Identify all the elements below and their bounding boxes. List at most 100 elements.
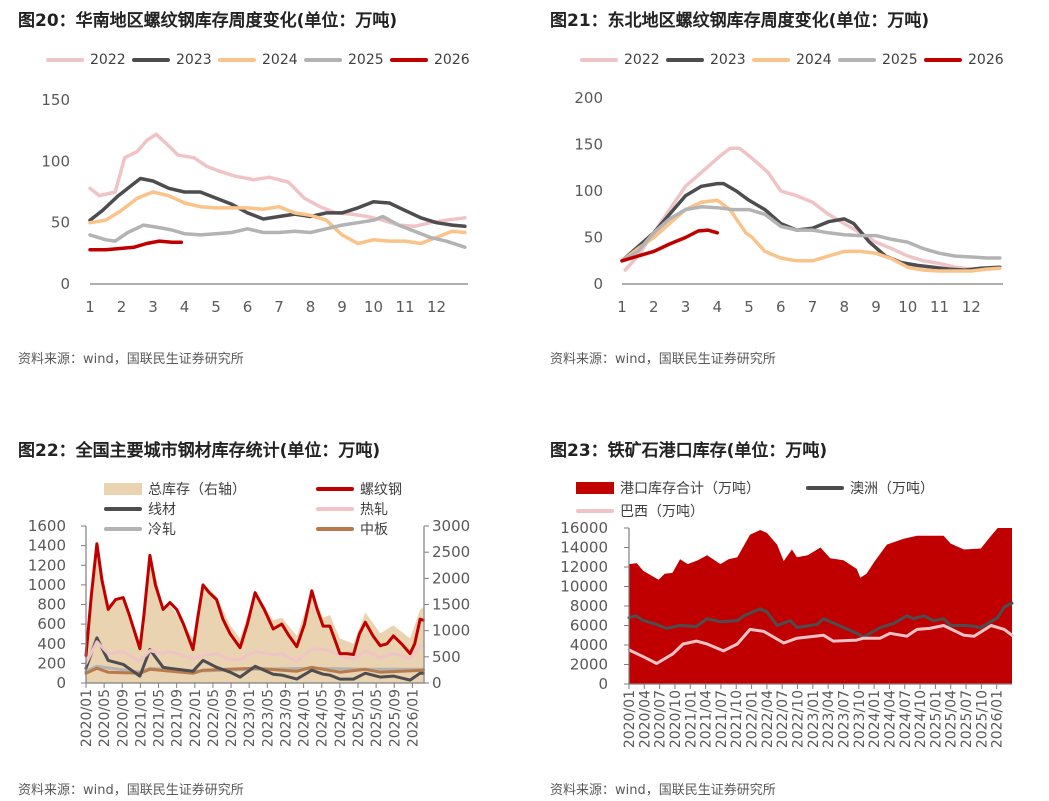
x-tick-label: 2020/04 <box>637 690 653 748</box>
legend-label: 2022 <box>624 52 660 68</box>
series-line-2024 <box>620 198 1002 273</box>
x-tick-label: 2025/07 <box>959 690 975 748</box>
y-tick-label: 4000 <box>570 636 608 654</box>
legend-item: 螺纹钢 <box>316 479 402 499</box>
legend-label: 2026 <box>968 52 1004 68</box>
y-tick-label: 12000 <box>560 558 608 576</box>
x-tick-label: 2022/05 <box>206 689 222 747</box>
legend-item: 2024 <box>752 52 832 68</box>
y-tick-label: 200 <box>37 654 66 672</box>
chart22-source: 资料来源：wind，国联民生证券研究所 <box>18 783 244 798</box>
x-tick-label: 8 <box>839 298 849 316</box>
x-tick-label: 2021/01 <box>133 689 149 747</box>
y-tick-label: 8000 <box>570 597 608 615</box>
x-tick-label: 2020/09 <box>115 689 131 747</box>
right-y-tick-label: 0 <box>432 674 442 692</box>
y-tick-label: 0 <box>60 275 70 293</box>
legend-item: 总库存（右轴） <box>104 479 246 499</box>
x-tick-label: 2022/09 <box>224 689 240 747</box>
chart21-source: 资料来源：wind，国联民生证券研究所 <box>550 352 776 367</box>
legend-swatch <box>580 58 618 62</box>
legend-label: 螺纹钢 <box>360 482 402 498</box>
y-tick-label: 100 <box>574 182 603 200</box>
x-tick-label: 2020/01 <box>622 690 638 748</box>
x-tick-label: 4 <box>712 298 722 316</box>
legend-label: 澳洲（万吨） <box>850 481 934 497</box>
x-tick-label: 2023/09 <box>278 689 294 747</box>
x-tick-label: 11 <box>930 298 949 316</box>
legend-swatch <box>576 482 614 494</box>
series-line-螺纹钢 <box>84 542 425 657</box>
series-area-总库存（右轴） <box>86 541 424 683</box>
legend-item: 巴西（万吨） <box>576 501 704 521</box>
x-tick-label: 6 <box>776 298 786 316</box>
y-tick-label: 400 <box>37 635 66 653</box>
legend-item: 2023 <box>132 52 212 68</box>
x-tick-label: 2024/05 <box>315 689 331 747</box>
y-tick-label: 10000 <box>560 578 608 596</box>
legend-swatch <box>218 58 256 62</box>
y-tick-label: 0 <box>598 675 608 693</box>
series-line-2025 <box>620 205 1002 263</box>
x-tick-label: 2022/04 <box>760 690 776 748</box>
legend-swatch <box>666 58 704 62</box>
x-tick-label: 3 <box>681 298 691 316</box>
legend-item: 中板 <box>316 519 388 539</box>
legend-item: 冷轧 <box>104 519 176 539</box>
x-tick-label: 2020/07 <box>653 690 669 748</box>
chart22-title: 图22：全国主要城市钢材库存统计(单位：万吨) <box>18 441 381 461</box>
x-tick-label: 2 <box>649 298 659 316</box>
y-tick-label: 1000 <box>28 576 66 594</box>
x-tick-label: 2024/01 <box>297 689 313 747</box>
right-y-tick-label: 1500 <box>432 596 470 614</box>
y-tick-label: 200 <box>574 89 603 107</box>
series-line-中板 <box>84 665 425 675</box>
legend-swatch <box>316 507 354 511</box>
x-tick-label: 2021/07 <box>714 690 730 748</box>
right-y-tick-label: 2500 <box>432 543 470 561</box>
legend-label: 巴西（万吨） <box>620 504 704 520</box>
x-tick-label: 2022/01 <box>188 689 204 747</box>
series-line-2025 <box>88 214 467 249</box>
series-line-2026 <box>620 228 720 263</box>
legend-swatch <box>576 509 614 513</box>
x-tick-label: 12 <box>962 298 981 316</box>
right-y-tick-label: 2000 <box>432 569 470 587</box>
x-tick-label: 12 <box>427 298 446 316</box>
legend-swatch <box>304 58 342 62</box>
x-tick-label: 2023/10 <box>852 690 868 748</box>
legend-swatch <box>132 58 170 62</box>
legend-item: 2025 <box>838 52 918 68</box>
y-tick-label: 14000 <box>560 539 608 557</box>
x-tick-label: 10 <box>364 298 383 316</box>
legend-swatch <box>390 58 428 62</box>
legend-label: 2025 <box>882 52 918 68</box>
legend-item: 线材 <box>104 499 176 519</box>
x-tick-label: 2026/01 <box>990 690 1006 748</box>
x-tick-label: 2025/09 <box>387 689 403 747</box>
x-tick-label: 2021/01 <box>683 690 699 748</box>
x-tick-label: 5 <box>211 298 221 316</box>
x-tick-label: 6 <box>243 298 253 316</box>
x-tick-label: 2025/01 <box>928 690 944 748</box>
x-tick-label: 2022/07 <box>775 690 791 748</box>
legend-label: 2023 <box>710 52 746 68</box>
chart21-title: 图21：东北地区螺纹钢库存周度变化(单位：万吨) <box>550 11 930 31</box>
x-tick-label: 2023/07 <box>836 690 852 748</box>
right-y-tick-label: 3000 <box>432 517 470 535</box>
legend-label: 总库存（右轴） <box>148 482 246 498</box>
series-area-港口库存合计（万吨） <box>629 528 1012 684</box>
series-line-2023 <box>88 176 467 229</box>
legend-item: 热轧 <box>316 499 388 519</box>
x-tick-label: 3 <box>148 298 158 316</box>
legend-label: 港口库存合计（万吨） <box>620 481 760 497</box>
x-tick-label: 2025/10 <box>974 690 990 748</box>
x-tick-label: 2023/05 <box>260 689 276 747</box>
x-tick-label: 2023/01 <box>242 689 258 747</box>
x-tick-label: 10 <box>898 298 917 316</box>
legend-label: 2026 <box>434 52 470 68</box>
x-tick-label: 2025/05 <box>369 689 385 747</box>
legend-item: 2024 <box>218 52 298 68</box>
